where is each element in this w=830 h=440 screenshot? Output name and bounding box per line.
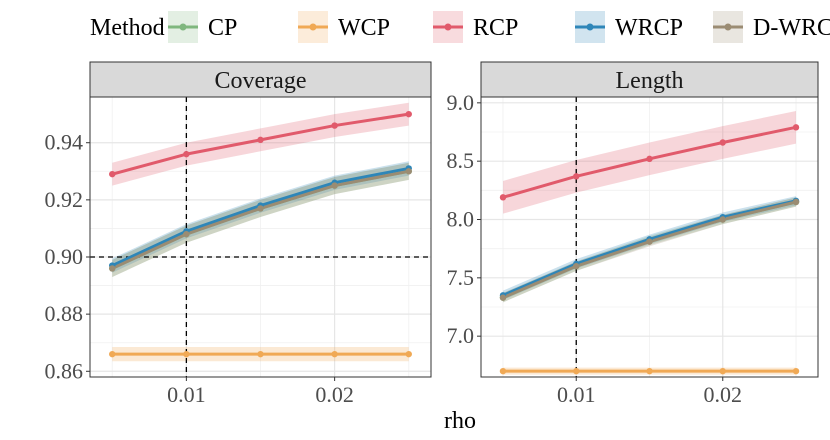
data-point-rcp (331, 122, 338, 129)
panel-title-coverage: Coverage (215, 68, 307, 94)
data-point-rcp (183, 150, 190, 158)
data-point-wcp (646, 367, 653, 375)
points-length (499, 124, 800, 375)
data-point-d-wrcp (405, 168, 412, 175)
y-tick-label: 7.5 (447, 265, 475, 290)
data-point-wcp (109, 350, 116, 358)
data-point-rcp (573, 173, 580, 180)
strip-coverage (89, 61, 432, 98)
points-coverage (109, 110, 412, 358)
panel-coverage: Coverage 0.86 0.88 0.90 0.92 0.94 0.01 0.02 (45, 61, 432, 407)
legend-label-wrcp: WRCP (615, 15, 683, 41)
data-point-d-wrcp (257, 205, 264, 212)
panel-length: Length 7.0 7.5 8.0 8.5 9.0 0.01 0.02 (447, 61, 819, 407)
band-d-wrcp (112, 162, 409, 277)
data-point-wcp (719, 367, 726, 375)
band-cp (112, 162, 409, 277)
y-axis-coverage: 0.86 0.88 0.90 0.92 0.94 (45, 130, 90, 383)
y-axis-length: 7.0 7.5 8.0 8.5 9.0 (447, 90, 481, 348)
band-d-wrcp (502, 197, 797, 303)
data-point-rcp (719, 139, 726, 146)
band-cp (502, 197, 797, 303)
data-point-wcp (183, 350, 190, 358)
x-axis-length: 0.01 0.02 (557, 377, 742, 407)
x-axis-title: rho (444, 408, 476, 434)
data-point-rcp (646, 155, 653, 163)
data-point-d-wrcp (499, 294, 507, 301)
legend-label-d-wrcp: D-WRCP (753, 15, 830, 41)
x-tick-label: 0.02 (315, 382, 354, 407)
data-point-d-wrcp (183, 230, 190, 238)
y-tick-label: 8.5 (447, 148, 475, 173)
data-point-d-wrcp (646, 238, 653, 245)
data-point-rcp (499, 194, 507, 201)
legend: Method CP WCP RCP WRCP D-WRCP (90, 11, 830, 43)
legend-key-rcp-marker (444, 23, 452, 31)
x-tick-label: 0.01 (557, 382, 596, 407)
data-point-wcp (499, 367, 507, 375)
x-axis-coverage: 0.01 0.02 (167, 377, 354, 407)
data-point-wcp (573, 367, 580, 375)
data-point-d-wrcp (331, 182, 338, 189)
legend-key-d-wrcp-marker (724, 23, 732, 31)
y-tick-label: 9.0 (447, 90, 475, 115)
y-tick-label: 0.94 (45, 130, 84, 155)
y-tick-label: 0.92 (45, 187, 84, 212)
plot-frame-coverage (89, 96, 432, 378)
y-tick-label: 0.88 (45, 301, 84, 326)
data-point-d-wrcp (109, 265, 116, 272)
data-point-wcp (331, 350, 338, 358)
y-tick-label: 7.0 (447, 323, 475, 348)
data-point-rcp (109, 170, 116, 178)
y-tick-label: 8.0 (447, 207, 475, 232)
legend-label-wcp: WCP (338, 15, 390, 41)
legend-title: Method (90, 15, 165, 41)
data-point-wcp (405, 350, 412, 358)
panel-title-length: Length (616, 68, 684, 94)
data-point-rcp (792, 124, 800, 131)
data-point-d-wrcp (792, 198, 800, 206)
data-point-wcp (257, 350, 264, 358)
data-point-rcp (257, 136, 264, 144)
legend-label-cp: CP (208, 15, 237, 41)
x-tick-label: 0.01 (167, 382, 206, 407)
data-point-d-wrcp (719, 216, 726, 223)
legend-key-cp-marker (179, 23, 187, 31)
x-tick-label: 0.02 (704, 382, 743, 407)
y-tick-label: 0.90 (45, 244, 84, 269)
strip-length (480, 61, 819, 98)
y-tick-label: 0.86 (45, 358, 84, 383)
legend-key-wcp-marker (309, 23, 317, 31)
band-wrcp (112, 161, 409, 273)
data-point-d-wrcp (573, 262, 580, 270)
plot-frame-length (480, 96, 819, 378)
grid-length (481, 97, 818, 377)
legend-label-rcp: RCP (473, 15, 518, 41)
legend-key-wrcp-marker (586, 23, 594, 31)
data-point-rcp (405, 110, 412, 118)
data-point-wcp (792, 367, 800, 375)
